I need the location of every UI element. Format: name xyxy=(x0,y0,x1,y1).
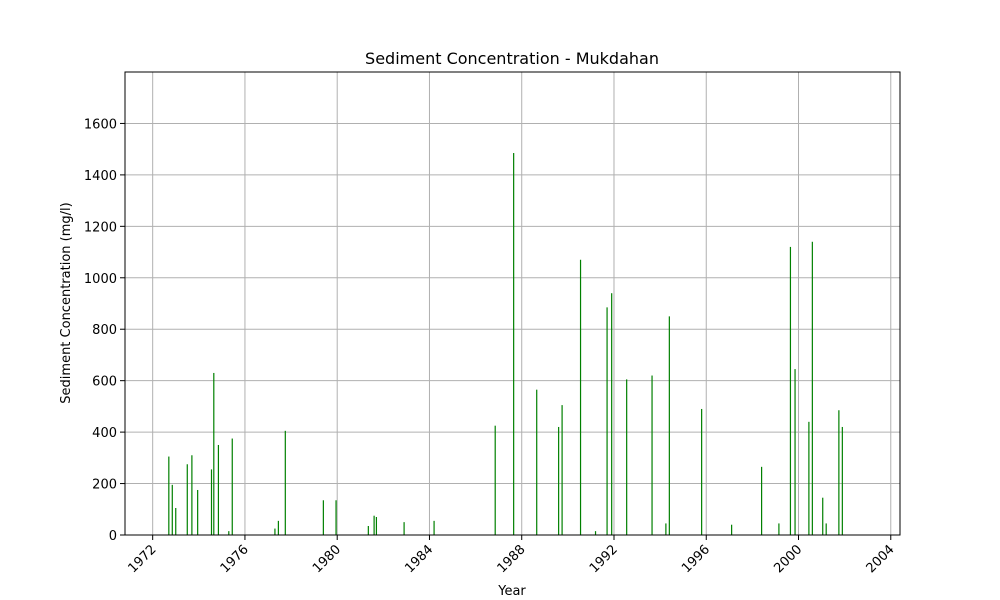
bar xyxy=(375,516,378,535)
bar xyxy=(789,246,792,535)
bar xyxy=(322,500,324,535)
bar xyxy=(794,369,796,535)
bar xyxy=(626,379,628,535)
bar xyxy=(611,293,613,535)
bar xyxy=(373,515,375,535)
bar xyxy=(841,426,843,535)
y-tick-label: 1000 xyxy=(84,272,117,287)
bar xyxy=(171,484,173,535)
bar xyxy=(838,410,840,535)
bar xyxy=(761,466,763,535)
bar xyxy=(335,500,337,535)
y-tick-label: 1400 xyxy=(84,169,117,184)
chart-title: Sediment Concentration - Mukdahan xyxy=(365,49,659,68)
bar xyxy=(494,425,496,535)
bar xyxy=(606,307,608,535)
bar xyxy=(231,438,233,535)
bar xyxy=(825,523,827,535)
y-tick-label: 600 xyxy=(92,375,117,390)
bar xyxy=(579,259,582,535)
bar xyxy=(594,531,597,535)
bar xyxy=(168,456,170,535)
y-tick-label: 200 xyxy=(92,478,117,493)
bar xyxy=(191,455,193,535)
bar xyxy=(651,375,653,535)
bar xyxy=(811,241,813,535)
bar xyxy=(210,469,213,535)
bar xyxy=(822,497,824,535)
y-tick-label: 800 xyxy=(92,323,117,338)
y-tick-label: 0 xyxy=(109,529,117,544)
plot-frame xyxy=(124,71,901,536)
bar xyxy=(433,520,435,535)
bar xyxy=(367,525,369,535)
bar xyxy=(175,507,177,535)
y-axis-title: Sediment Concentration (mg/l) xyxy=(59,202,74,403)
bar xyxy=(217,444,220,535)
x-axis-title: Year xyxy=(497,584,526,599)
bar xyxy=(403,522,405,535)
bar xyxy=(186,464,188,535)
bar xyxy=(274,528,276,535)
bar xyxy=(197,489,199,535)
bar xyxy=(513,153,515,535)
grid-lines xyxy=(125,72,900,536)
bar-series xyxy=(168,153,843,535)
bar xyxy=(778,523,780,535)
bar xyxy=(668,316,670,535)
y-tick-label: 400 xyxy=(92,426,117,441)
bar xyxy=(228,531,230,535)
bar xyxy=(561,405,563,535)
bar xyxy=(701,408,703,535)
bar xyxy=(277,520,279,535)
bar xyxy=(808,421,810,535)
y-tick-label: 1200 xyxy=(84,220,117,235)
y-tick-label: 1600 xyxy=(84,117,117,132)
bar xyxy=(536,389,538,535)
bar xyxy=(558,426,560,535)
bar xyxy=(213,372,215,535)
bar xyxy=(665,523,667,535)
bar xyxy=(731,524,733,535)
bar xyxy=(284,430,286,535)
